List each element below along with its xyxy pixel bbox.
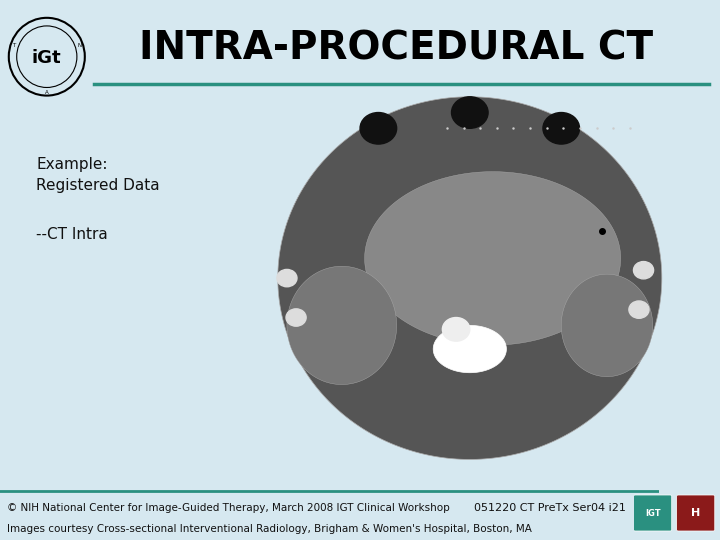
Circle shape (634, 261, 654, 279)
Polygon shape (433, 326, 506, 373)
Polygon shape (278, 97, 662, 460)
Text: T: T (12, 43, 15, 48)
Text: Images courtesy Cross-sectional Interventional Radiology, Brigham & Women's Hosp: Images courtesy Cross-sectional Interven… (6, 524, 531, 534)
Circle shape (451, 97, 488, 129)
Text: IGT: IGT (645, 509, 660, 517)
Text: Example:
Registered Data: Example: Registered Data (36, 157, 160, 193)
Circle shape (286, 309, 306, 326)
Circle shape (360, 112, 397, 144)
Text: 051220 CT PreTx Ser04 i21: 051220 CT PreTx Ser04 i21 (474, 503, 626, 513)
Polygon shape (364, 172, 621, 345)
Circle shape (442, 318, 469, 341)
Circle shape (629, 301, 649, 318)
FancyBboxPatch shape (634, 495, 672, 531)
FancyBboxPatch shape (677, 495, 715, 531)
Circle shape (543, 112, 580, 144)
Text: N: N (78, 43, 82, 48)
Text: A: A (45, 90, 49, 95)
Circle shape (277, 269, 297, 287)
Polygon shape (287, 266, 397, 384)
Text: INTRA-PROCEDURAL CT: INTRA-PROCEDURAL CT (139, 30, 653, 68)
Text: --CT Intra: --CT Intra (36, 227, 108, 242)
Text: © NIH National Center for Image-Guided Therapy, March 2008 IGT Clinical Workshop: © NIH National Center for Image-Guided T… (6, 503, 449, 513)
Text: H: H (691, 508, 701, 518)
Polygon shape (562, 274, 652, 376)
Text: iGt: iGt (32, 49, 62, 68)
